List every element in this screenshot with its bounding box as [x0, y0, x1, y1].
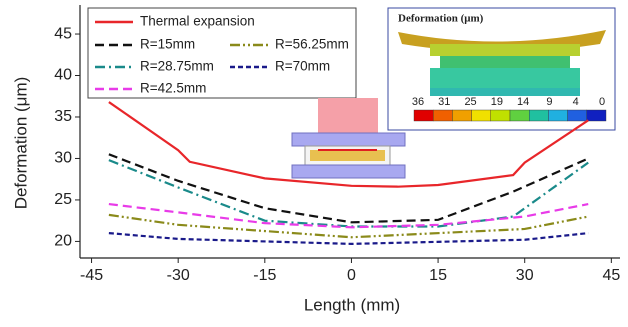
legend-label: Thermal expansion — [140, 14, 255, 29]
colorbar-cell — [452, 110, 471, 121]
legend-label: R=56.25mm — [275, 37, 349, 52]
colorbar-label: 36 — [412, 96, 424, 108]
colorbar-label: 31 — [438, 96, 450, 108]
colorbar-label: 25 — [464, 96, 476, 108]
deformation-inset: Deformation (μm) 36 31 25 19 14 9 4 0 — [388, 8, 615, 130]
y-tick-label: 35 — [54, 108, 72, 125]
colorbar-cell — [548, 110, 567, 121]
y-tick-label: 30 — [54, 150, 72, 167]
x-tick-label: -30 — [167, 267, 190, 284]
colorbar-cell — [414, 110, 433, 121]
colorbar-cell — [472, 110, 491, 121]
legend-label: R=15mm — [140, 37, 195, 52]
colorbar-label: 4 — [573, 96, 579, 108]
series-line — [109, 233, 588, 244]
colorbar-label: 19 — [491, 96, 503, 108]
x-tick-label: 15 — [429, 267, 447, 284]
colorbar-cell — [529, 110, 548, 121]
x-axis-label: Length (mm) — [304, 295, 400, 314]
colorbar-cell — [510, 110, 529, 121]
colorbar-cell — [587, 110, 606, 121]
colorbar-cell — [568, 110, 587, 121]
chart: Length (mm) Deformation (μm) Deformation… — [0, 0, 628, 327]
colorbar-cell — [491, 110, 510, 121]
inset-title: Deformation (μm) — [398, 13, 484, 25]
series-line — [109, 204, 588, 227]
colorbar-cell — [433, 110, 452, 121]
colorbar-label: 14 — [517, 96, 529, 108]
y-tick-label: 45 — [54, 25, 72, 42]
x-tick-label: -15 — [253, 267, 276, 284]
colorbar-label: 9 — [546, 96, 552, 108]
colorbar-label: 0 — [599, 96, 605, 108]
y-axis-label: Deformation (μm) — [11, 77, 30, 210]
legend-label: R=42.5mm — [140, 81, 206, 96]
legend-label: R=70mm — [275, 59, 330, 74]
y-tick-label: 40 — [54, 67, 72, 84]
x-tick-label: 45 — [602, 267, 620, 284]
y-tick-label: 20 — [54, 233, 72, 250]
y-tick-label: 25 — [54, 191, 72, 208]
x-tick-label: 0 — [347, 267, 356, 284]
legend-label: R=28.75mm — [140, 59, 214, 74]
x-tick-label: -45 — [80, 267, 103, 284]
x-tick-label: 30 — [516, 267, 534, 284]
